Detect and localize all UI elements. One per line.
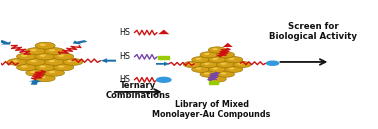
Circle shape [220,63,226,65]
Circle shape [220,53,226,55]
Circle shape [39,65,46,68]
Circle shape [58,55,64,57]
Circle shape [35,53,55,60]
Circle shape [217,61,234,68]
Circle shape [217,52,234,58]
Circle shape [200,61,218,68]
Circle shape [39,55,46,57]
Circle shape [212,58,218,60]
Circle shape [17,53,37,60]
Polygon shape [158,30,169,34]
Text: Library of Mixed
Monolayer-Au Compounds: Library of Mixed Monolayer-Au Compounds [152,100,271,119]
Circle shape [208,76,226,82]
Circle shape [204,63,209,65]
Circle shape [217,71,234,77]
Text: HS: HS [119,75,130,84]
Circle shape [183,61,201,68]
Circle shape [30,60,37,62]
Circle shape [39,44,46,46]
Circle shape [220,72,226,74]
Polygon shape [28,80,42,85]
Circle shape [30,49,37,51]
FancyBboxPatch shape [209,81,218,84]
Circle shape [26,69,46,76]
Circle shape [17,64,37,71]
Circle shape [26,59,46,65]
Circle shape [35,42,55,49]
Circle shape [67,60,74,62]
Circle shape [44,59,64,65]
Circle shape [192,57,210,63]
Circle shape [192,66,210,72]
Polygon shape [101,58,116,63]
Circle shape [54,64,74,71]
Circle shape [35,75,55,82]
Circle shape [21,65,27,68]
Circle shape [21,55,27,57]
Circle shape [44,48,64,54]
Circle shape [39,76,46,78]
Circle shape [63,59,83,65]
Circle shape [12,60,18,62]
Circle shape [208,47,226,53]
Circle shape [195,68,201,70]
Circle shape [35,64,55,71]
Polygon shape [0,40,11,45]
Circle shape [212,48,218,50]
Circle shape [58,65,64,68]
Circle shape [49,60,55,62]
Circle shape [49,71,55,73]
Circle shape [200,71,218,77]
Circle shape [233,61,251,68]
Circle shape [208,57,226,63]
Circle shape [44,69,64,76]
Circle shape [204,72,209,74]
Circle shape [225,57,243,63]
Polygon shape [223,43,233,47]
Circle shape [54,53,74,60]
Circle shape [229,58,234,60]
Circle shape [7,59,27,65]
Polygon shape [156,62,170,66]
Polygon shape [73,40,87,45]
Circle shape [49,49,55,51]
Text: Screen for
Biological Activity: Screen for Biological Activity [269,22,357,41]
Circle shape [200,52,218,58]
Circle shape [208,66,226,72]
Text: Ternary
Combinations: Ternary Combinations [106,81,170,100]
Circle shape [30,71,37,73]
FancyBboxPatch shape [158,56,169,59]
Text: HS: HS [119,28,130,37]
Circle shape [229,68,234,70]
Circle shape [266,61,279,65]
Circle shape [26,48,46,54]
Circle shape [225,66,243,72]
Circle shape [204,53,209,55]
Circle shape [187,63,193,65]
Circle shape [212,68,218,70]
Circle shape [195,58,201,60]
Circle shape [212,77,218,79]
Text: HS: HS [119,52,130,61]
Circle shape [237,63,243,65]
Circle shape [156,77,171,82]
